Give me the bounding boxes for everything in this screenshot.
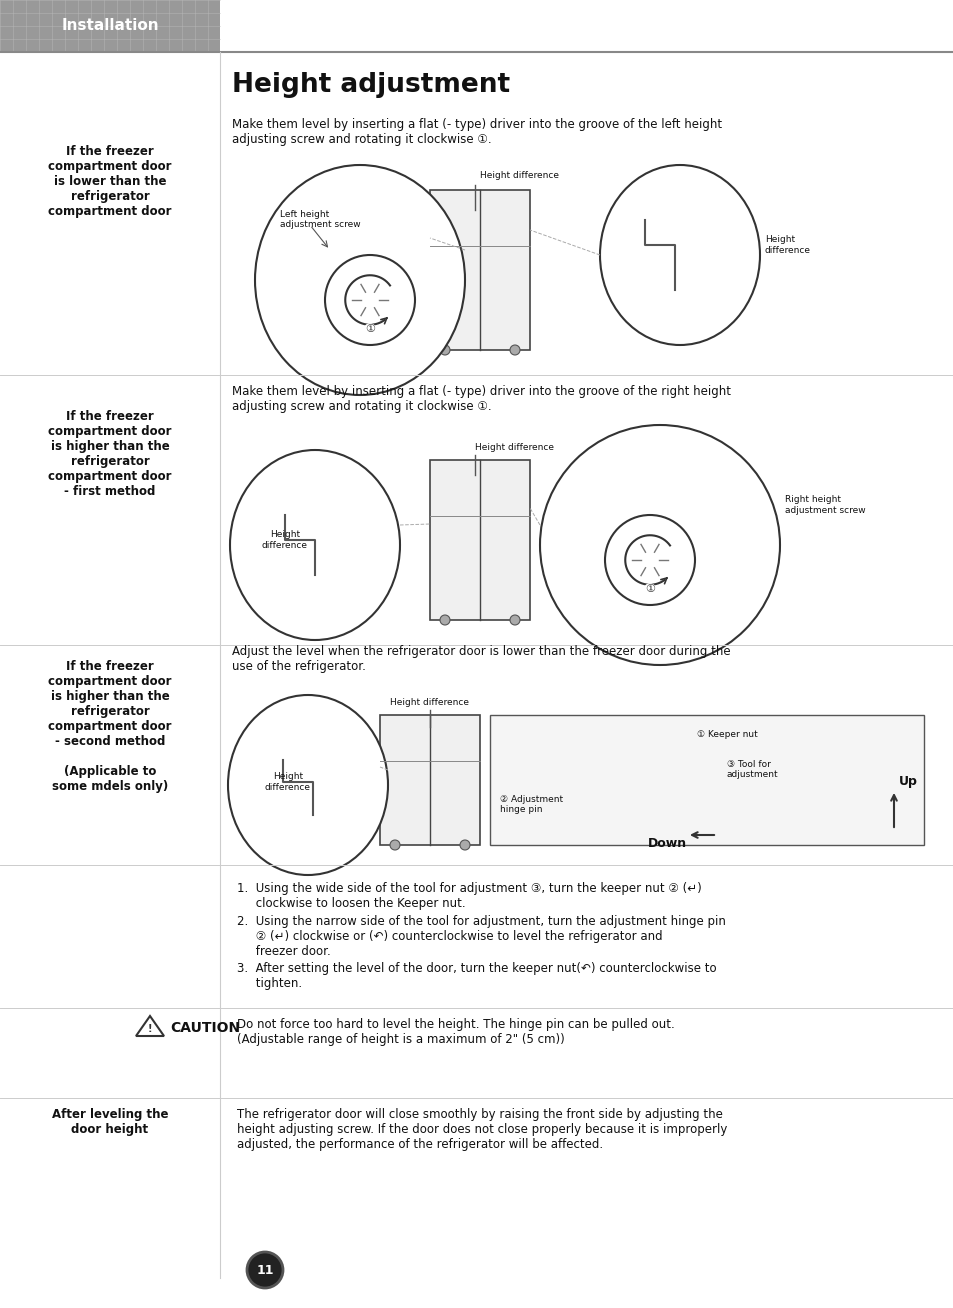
Text: Up: Up xyxy=(898,776,917,787)
Text: Height difference: Height difference xyxy=(479,171,558,181)
Ellipse shape xyxy=(228,695,388,875)
Polygon shape xyxy=(136,1016,164,1036)
Ellipse shape xyxy=(539,425,780,664)
Bar xyxy=(490,715,923,845)
Text: If the freezer
compartment door
is higher than the
refrigerator
compartment door: If the freezer compartment door is highe… xyxy=(49,409,172,498)
Text: Make them level by inserting a flat (- type) driver into the groove of the left : Make them level by inserting a flat (- t… xyxy=(232,118,721,146)
Text: Adjust the level when the refrigerator door is lower than the freezer door durin: Adjust the level when the refrigerator d… xyxy=(232,645,730,674)
Ellipse shape xyxy=(254,165,464,395)
Circle shape xyxy=(247,1252,283,1288)
Text: Do not force too hard to level the height. The hinge pin can be pulled out.
(Adj: Do not force too hard to level the heigh… xyxy=(236,1018,674,1046)
Text: Left height
adjustment screw: Left height adjustment screw xyxy=(280,211,360,229)
Text: ② Adjustment
hinge pin: ② Adjustment hinge pin xyxy=(499,795,562,815)
Text: Height
difference: Height difference xyxy=(262,530,308,549)
Circle shape xyxy=(459,840,470,850)
Bar xyxy=(430,190,530,351)
Text: Height
difference: Height difference xyxy=(764,235,810,255)
Bar xyxy=(0,0,220,52)
Text: If the freezer
compartment door
is lower than the
refrigerator
compartment door: If the freezer compartment door is lower… xyxy=(49,145,172,218)
Ellipse shape xyxy=(230,450,399,640)
Text: 3.  After setting the level of the door, turn the keeper nut(↶) counterclockwise: 3. After setting the level of the door, … xyxy=(236,961,716,990)
Circle shape xyxy=(510,345,519,354)
Text: 2.  Using the narrow side of the tool for adjustment, turn the adjustment hinge : 2. Using the narrow side of the tool for… xyxy=(236,916,725,957)
Circle shape xyxy=(390,840,399,850)
Text: After leveling the
door height: After leveling the door height xyxy=(51,1108,168,1137)
Circle shape xyxy=(510,615,519,625)
Ellipse shape xyxy=(599,165,760,345)
Text: !: ! xyxy=(148,1024,152,1035)
Bar xyxy=(379,715,479,845)
Text: Installation: Installation xyxy=(61,18,158,34)
Text: Make them level by inserting a flat (- type) driver into the groove of the right: Make them level by inserting a flat (- t… xyxy=(232,385,730,413)
Text: ③ Tool for
adjustment: ③ Tool for adjustment xyxy=(726,760,778,780)
Text: 1.  Using the wide side of the tool for adjustment ③, turn the keeper nut ② (↵)
: 1. Using the wide side of the tool for a… xyxy=(236,882,701,910)
Text: Height adjustment: Height adjustment xyxy=(232,72,510,98)
Text: ①: ① xyxy=(365,324,375,335)
Text: ① Keeper nut: ① Keeper nut xyxy=(697,730,757,739)
Bar xyxy=(430,460,530,620)
Circle shape xyxy=(604,515,695,606)
Text: ①: ① xyxy=(644,585,655,594)
Text: 11: 11 xyxy=(256,1264,274,1277)
Text: Height difference: Height difference xyxy=(475,443,554,453)
Text: Height difference: Height difference xyxy=(390,698,469,708)
Text: CAUTION: CAUTION xyxy=(170,1022,240,1035)
Text: Right height
adjustment screw: Right height adjustment screw xyxy=(784,496,864,515)
Text: Down: Down xyxy=(647,837,686,850)
Circle shape xyxy=(439,615,450,625)
Text: Height
difference: Height difference xyxy=(265,772,311,791)
Text: The refrigerator door will close smoothly by raising the front side by adjusting: The refrigerator door will close smoothl… xyxy=(236,1108,726,1151)
Circle shape xyxy=(439,345,450,354)
Circle shape xyxy=(325,255,415,345)
Text: If the freezer
compartment door
is higher than the
refrigerator
compartment door: If the freezer compartment door is highe… xyxy=(49,661,172,793)
